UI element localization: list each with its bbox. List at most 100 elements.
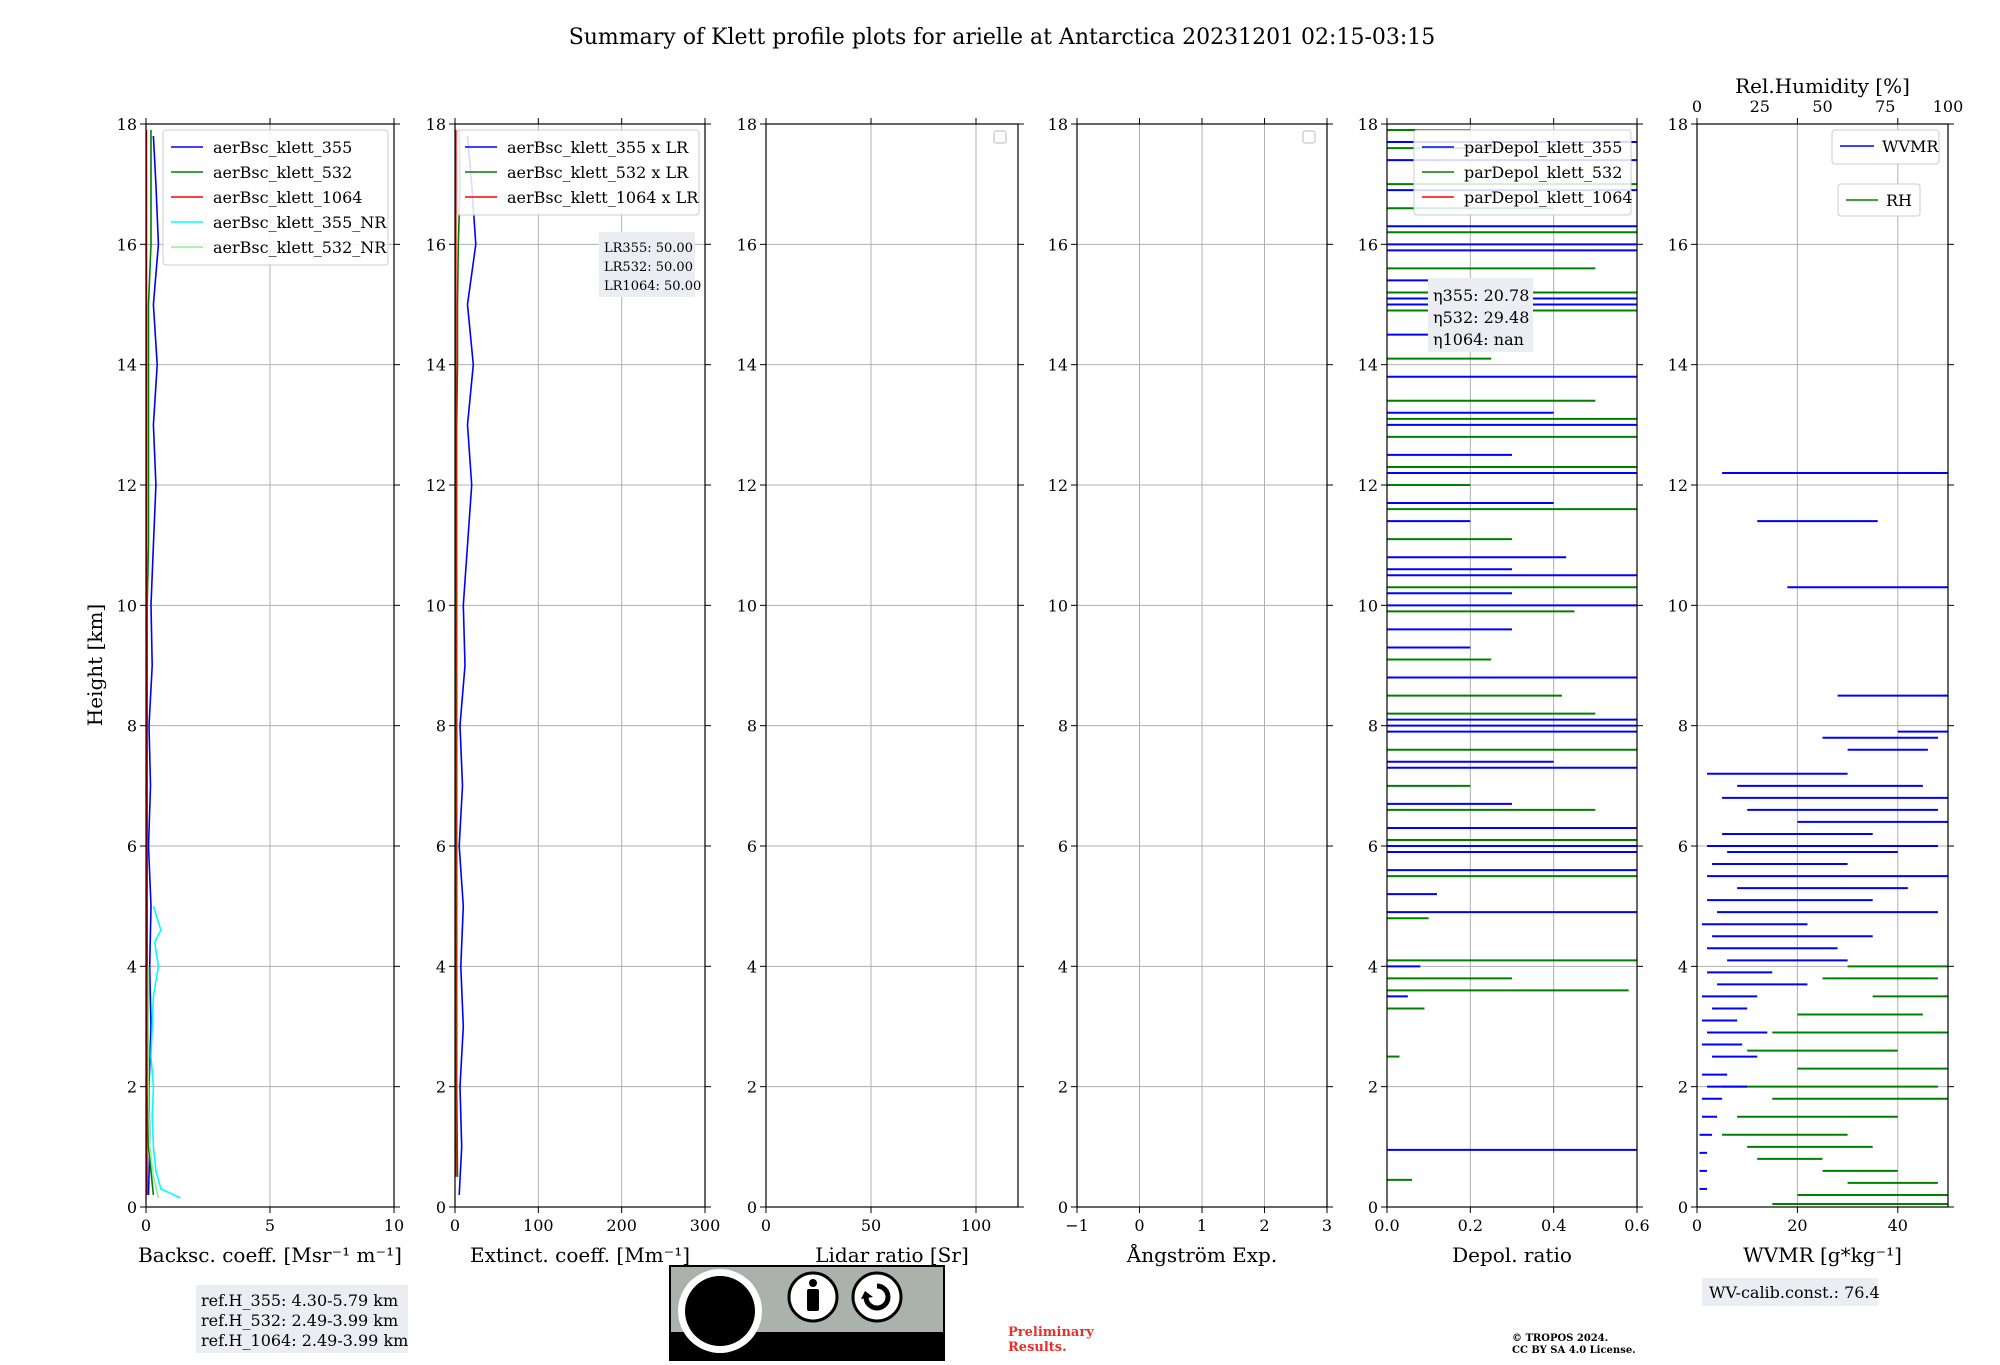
tick-label-y: 2 [127, 1078, 137, 1097]
tick-label-top: 75 [1875, 97, 1895, 116]
legend: aerBsc_klett_355 aerBsc_klett_532 aerBsc_k… [162, 129, 389, 266]
tick-label-y: 16 [1048, 235, 1068, 254]
tick-label-y: 0 [1058, 1198, 1068, 1217]
tick-label-y: 12 [117, 476, 137, 495]
tick-label-y: 10 [117, 596, 137, 615]
tick-label-y: 16 [117, 235, 137, 254]
legend: aerBsc_klett_355 x LR aerBsc_klett_532 x … [456, 129, 700, 216]
eta-box-line: η1064: nan [1433, 330, 1524, 349]
tick-label-x: 10 [384, 1216, 404, 1235]
ref-height-box-line: ref.H_355: 4.30-5.79 km [201, 1291, 398, 1310]
tick-label-x: 200 [606, 1216, 637, 1235]
tick-label-y: 14 [117, 356, 137, 375]
tick-label-y: 12 [1358, 476, 1378, 495]
tick-label-y: 4 [436, 957, 446, 976]
tick-label-y: 6 [436, 837, 446, 856]
tick-label-y: 4 [747, 957, 757, 976]
tick-label-y: 2 [1678, 1078, 1688, 1097]
series-line-aerBsc_klett_355 [147, 135, 160, 1196]
top-axis-label: Rel.Humidity [%] [1735, 74, 1910, 98]
tick-label-y: 12 [426, 476, 446, 495]
tick-label-y: 6 [1058, 837, 1068, 856]
tick-label-y: 0 [127, 1198, 137, 1217]
legend: parDepol_klett_355 parDepol_klett_532 parD… [1413, 129, 1633, 216]
tick-label-y: 16 [737, 235, 757, 254]
tick-label-x: 0.2 [1458, 1216, 1483, 1235]
tick-label-y: 6 [1678, 837, 1688, 856]
copyright-note: © TROPOS 2024. CC BY SA 4.0 License. [1512, 1333, 1636, 1356]
tick-label-top: 0 [1692, 97, 1702, 116]
legend-entry: RH [1886, 191, 1912, 210]
tick-label-y: 4 [1058, 957, 1068, 976]
tick-label-x: 1 [1197, 1216, 1207, 1235]
tick-label-y: 8 [436, 717, 446, 736]
tick-label-y: 10 [1048, 596, 1068, 615]
legend-entry: aerBsc_klett_1064 [213, 188, 362, 207]
eta-box-line: η355: 20.78 [1433, 286, 1529, 305]
cc-sa-text: SA [864, 1338, 891, 1359]
tick-label-x: 0 [141, 1216, 151, 1235]
axes-frame [1386, 123, 1638, 1208]
tick-label-y: 0 [436, 1198, 446, 1217]
empty-legend [993, 130, 1007, 144]
legend-entry: aerBsc_klett_355 [213, 138, 352, 157]
series-line-aerBsc_klett_1064 [146, 130, 148, 1196]
series-line-aerBsc_klett_355_NR [150, 905, 182, 1199]
wv-calib-box: WV-calib.const.: 76.4 [1702, 1278, 1880, 1306]
tick-label-top: 25 [1750, 97, 1770, 116]
lidar-ratio-box-line: LR532: 50.00 [604, 260, 693, 275]
tick-label-y: 10 [426, 596, 446, 615]
x-axis-label: Lidar ratio [Sr] [815, 1243, 969, 1267]
tick-label-y: 4 [1368, 957, 1378, 976]
tick-label-y: 6 [1368, 837, 1378, 856]
legend-entry: parDepol_klett_532 [1464, 163, 1622, 182]
tick-label-y: 4 [127, 957, 137, 976]
legend-entry: aerBsc_klett_532_NR [213, 238, 387, 257]
tick-label-y: 6 [127, 837, 137, 856]
tick-label-y: 18 [1358, 115, 1378, 134]
tick-label-y: 14 [737, 356, 757, 375]
panel-3: 0 2 4 6 8 10 12 14 16 18 0 50 100 Lidar ratio [Sr] [737, 115, 1024, 1267]
series-line-aerBsc_klett_532 x LR [455, 129, 461, 1177]
tick-label-y: 2 [1368, 1078, 1378, 1097]
lidar-ratio-box: LR355: 50.00 LR532: 50.00 LR1064: 50.00 [599, 232, 701, 297]
x-axis-label: Backsc. coeff. [Msr⁻¹ m⁻¹] [138, 1243, 402, 1267]
legend-entry: aerBsc_klett_355 x LR [507, 138, 689, 157]
plot-area [455, 129, 477, 1196]
tick-label-y: 14 [1048, 356, 1068, 375]
tick-label-x: 100 [523, 1216, 554, 1235]
tick-label-x: 2 [1259, 1216, 1269, 1235]
panel-5: 0 2 4 6 8 10 12 14 16 18 0.0 0.2 0.4 0.6 Depol. ratio p… [1358, 115, 1650, 1267]
tick-label-x: 5 [265, 1216, 275, 1235]
tick-label-y: 8 [127, 717, 137, 736]
tick-label-y: 10 [1358, 596, 1378, 615]
tick-label-x: 0 [1134, 1216, 1144, 1235]
tick-label-y: 0 [1678, 1198, 1688, 1217]
tick-label-y: 16 [426, 235, 446, 254]
plot-area [146, 130, 182, 1199]
tick-label-x: 40 [1888, 1216, 1908, 1235]
tick-label-y: 2 [436, 1078, 446, 1097]
tick-label-y: 14 [1358, 356, 1378, 375]
tick-label-y: 18 [426, 115, 446, 134]
tick-label-y: 14 [1668, 356, 1688, 375]
lidar-ratio-box-line: LR355: 50.00 [604, 241, 693, 256]
tick-label-y: 18 [1668, 115, 1688, 134]
tick-label-y: 18 [737, 115, 757, 134]
tick-label-y: 12 [1048, 476, 1068, 495]
wv-calib-text: WV-calib.const.: 76.4 [1709, 1283, 1880, 1302]
tick-label-x: 0.4 [1541, 1216, 1566, 1235]
tick-label-x: 300 [690, 1216, 721, 1235]
tick-label-top: 100 [1933, 97, 1964, 116]
tick-label-x: 0.6 [1624, 1216, 1649, 1235]
tick-label-x: 0.0 [1374, 1216, 1399, 1235]
cc-mark: cc [699, 1291, 742, 1332]
tick-label-x: −1 [1065, 1216, 1089, 1235]
tick-label-top: 50 [1812, 97, 1832, 116]
axes-frame [1076, 123, 1328, 1208]
cc-by-text: BY [800, 1338, 827, 1359]
